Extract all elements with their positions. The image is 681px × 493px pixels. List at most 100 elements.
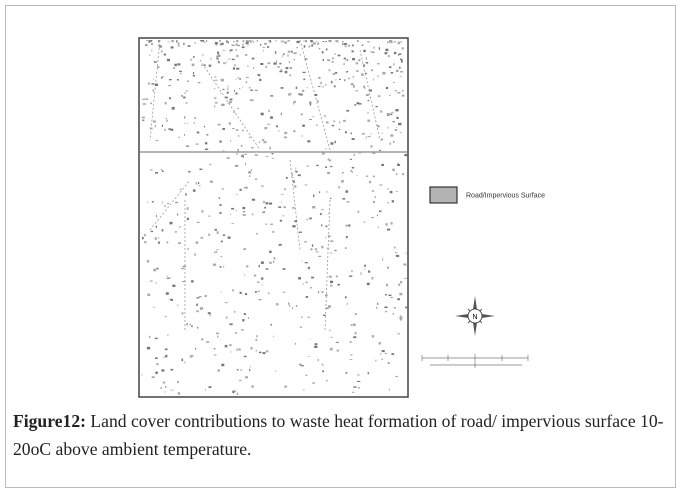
impervious-patch [350,324,352,326]
impervious-patch [329,40,332,43]
impervious-patch [260,277,264,280]
impervious-patch [154,237,157,240]
impervious-patch [219,40,221,42]
impervious-patch [280,87,284,89]
impervious-patch [325,225,328,228]
impervious-patch [208,386,212,388]
impervious-patch [146,40,150,41]
impervious-patch [155,282,157,284]
impervious-patch [353,336,357,339]
impervious-patch [281,40,284,42]
impervious-patch [244,274,246,276]
impervious-patch [363,221,366,223]
impervious-patch [186,207,189,210]
impervious-patch [241,154,243,157]
impervious-patch [249,136,251,139]
impervious-patch [397,91,401,94]
impervious-patch [166,119,168,122]
impervious-patch [346,201,350,203]
impervious-patch [370,145,373,148]
impervious-patch [167,334,169,336]
impervious-patch [396,126,398,128]
impervious-patch [369,89,373,92]
impervious-patch [335,275,338,278]
impervious-patch [298,93,300,96]
impervious-patch [242,43,244,46]
impervious-patch [288,61,291,64]
impervious-patch [222,150,225,152]
impervious-patch [195,347,197,350]
impervious-patch [350,132,353,135]
impervious-patch [301,260,303,262]
impervious-patch [320,81,322,85]
impervious-patch [224,302,228,304]
impervious-patch [217,55,221,57]
impervious-patch [164,129,166,131]
impervious-patch [307,266,311,269]
impervious-patch [280,40,282,43]
impervious-patch [214,42,218,45]
impervious-patch [230,213,232,215]
impervious-patch [210,57,212,60]
impervious-patch [399,292,403,296]
impervious-patch [387,127,389,129]
impervious-patch [351,171,354,173]
impervious-patch [330,347,333,351]
impervious-patch [375,359,377,362]
impervious-patch [284,385,288,388]
impervious-patch [257,290,260,292]
impervious-patch [312,382,315,384]
impervious-patch [157,44,161,47]
impervious-patch [184,116,186,119]
impervious-patch [231,223,234,224]
impervious-patch [216,231,219,234]
impervious-patch [193,56,195,58]
impervious-patch [242,211,246,213]
impervious-patch [155,139,159,142]
impervious-patch [314,345,318,348]
impervious-patch [177,42,180,45]
impervious-patch [391,111,394,113]
impervious-patch [181,267,185,270]
impervious-patch [196,221,200,223]
impervious-patch [388,388,390,391]
impervious-patch [304,262,308,264]
impervious-patch [259,78,262,82]
impervious-patch [356,175,358,176]
impervious-patch [214,76,217,78]
impervious-patch [308,45,311,48]
impervious-patch [328,69,331,72]
impervious-patch [363,49,366,52]
impervious-patch [239,379,242,382]
impervious-patch [303,40,305,42]
impervious-patch [285,177,288,179]
impervious-patch [203,64,206,66]
impervious-patch [176,40,178,43]
impervious-patch [390,222,393,225]
impervious-patch [245,40,248,42]
impervious-patch [184,92,186,94]
impervious-patch [331,124,335,127]
impervious-patch [249,366,251,368]
impervious-patch [310,248,313,251]
impervious-patch [358,103,362,105]
impervious-patch [269,40,272,43]
impervious-patch [397,255,400,258]
impervious-patch [181,358,184,362]
impervious-patch [328,40,330,42]
impervious-patch [321,246,324,249]
impervious-patch [378,47,380,50]
impervious-patch [334,140,336,144]
impervious-patch [156,267,159,270]
impervious-patch [262,50,265,52]
impervious-patch [257,74,261,76]
impervious-patch [220,240,223,243]
impervious-patch [269,250,272,254]
impervious-patch [231,44,235,47]
impervious-patch [186,145,189,147]
impervious-patch [264,206,266,209]
impervious-patch [242,40,245,43]
impervious-patch [304,241,307,243]
impervious-patch [318,255,322,257]
impervious-patch [331,61,334,63]
